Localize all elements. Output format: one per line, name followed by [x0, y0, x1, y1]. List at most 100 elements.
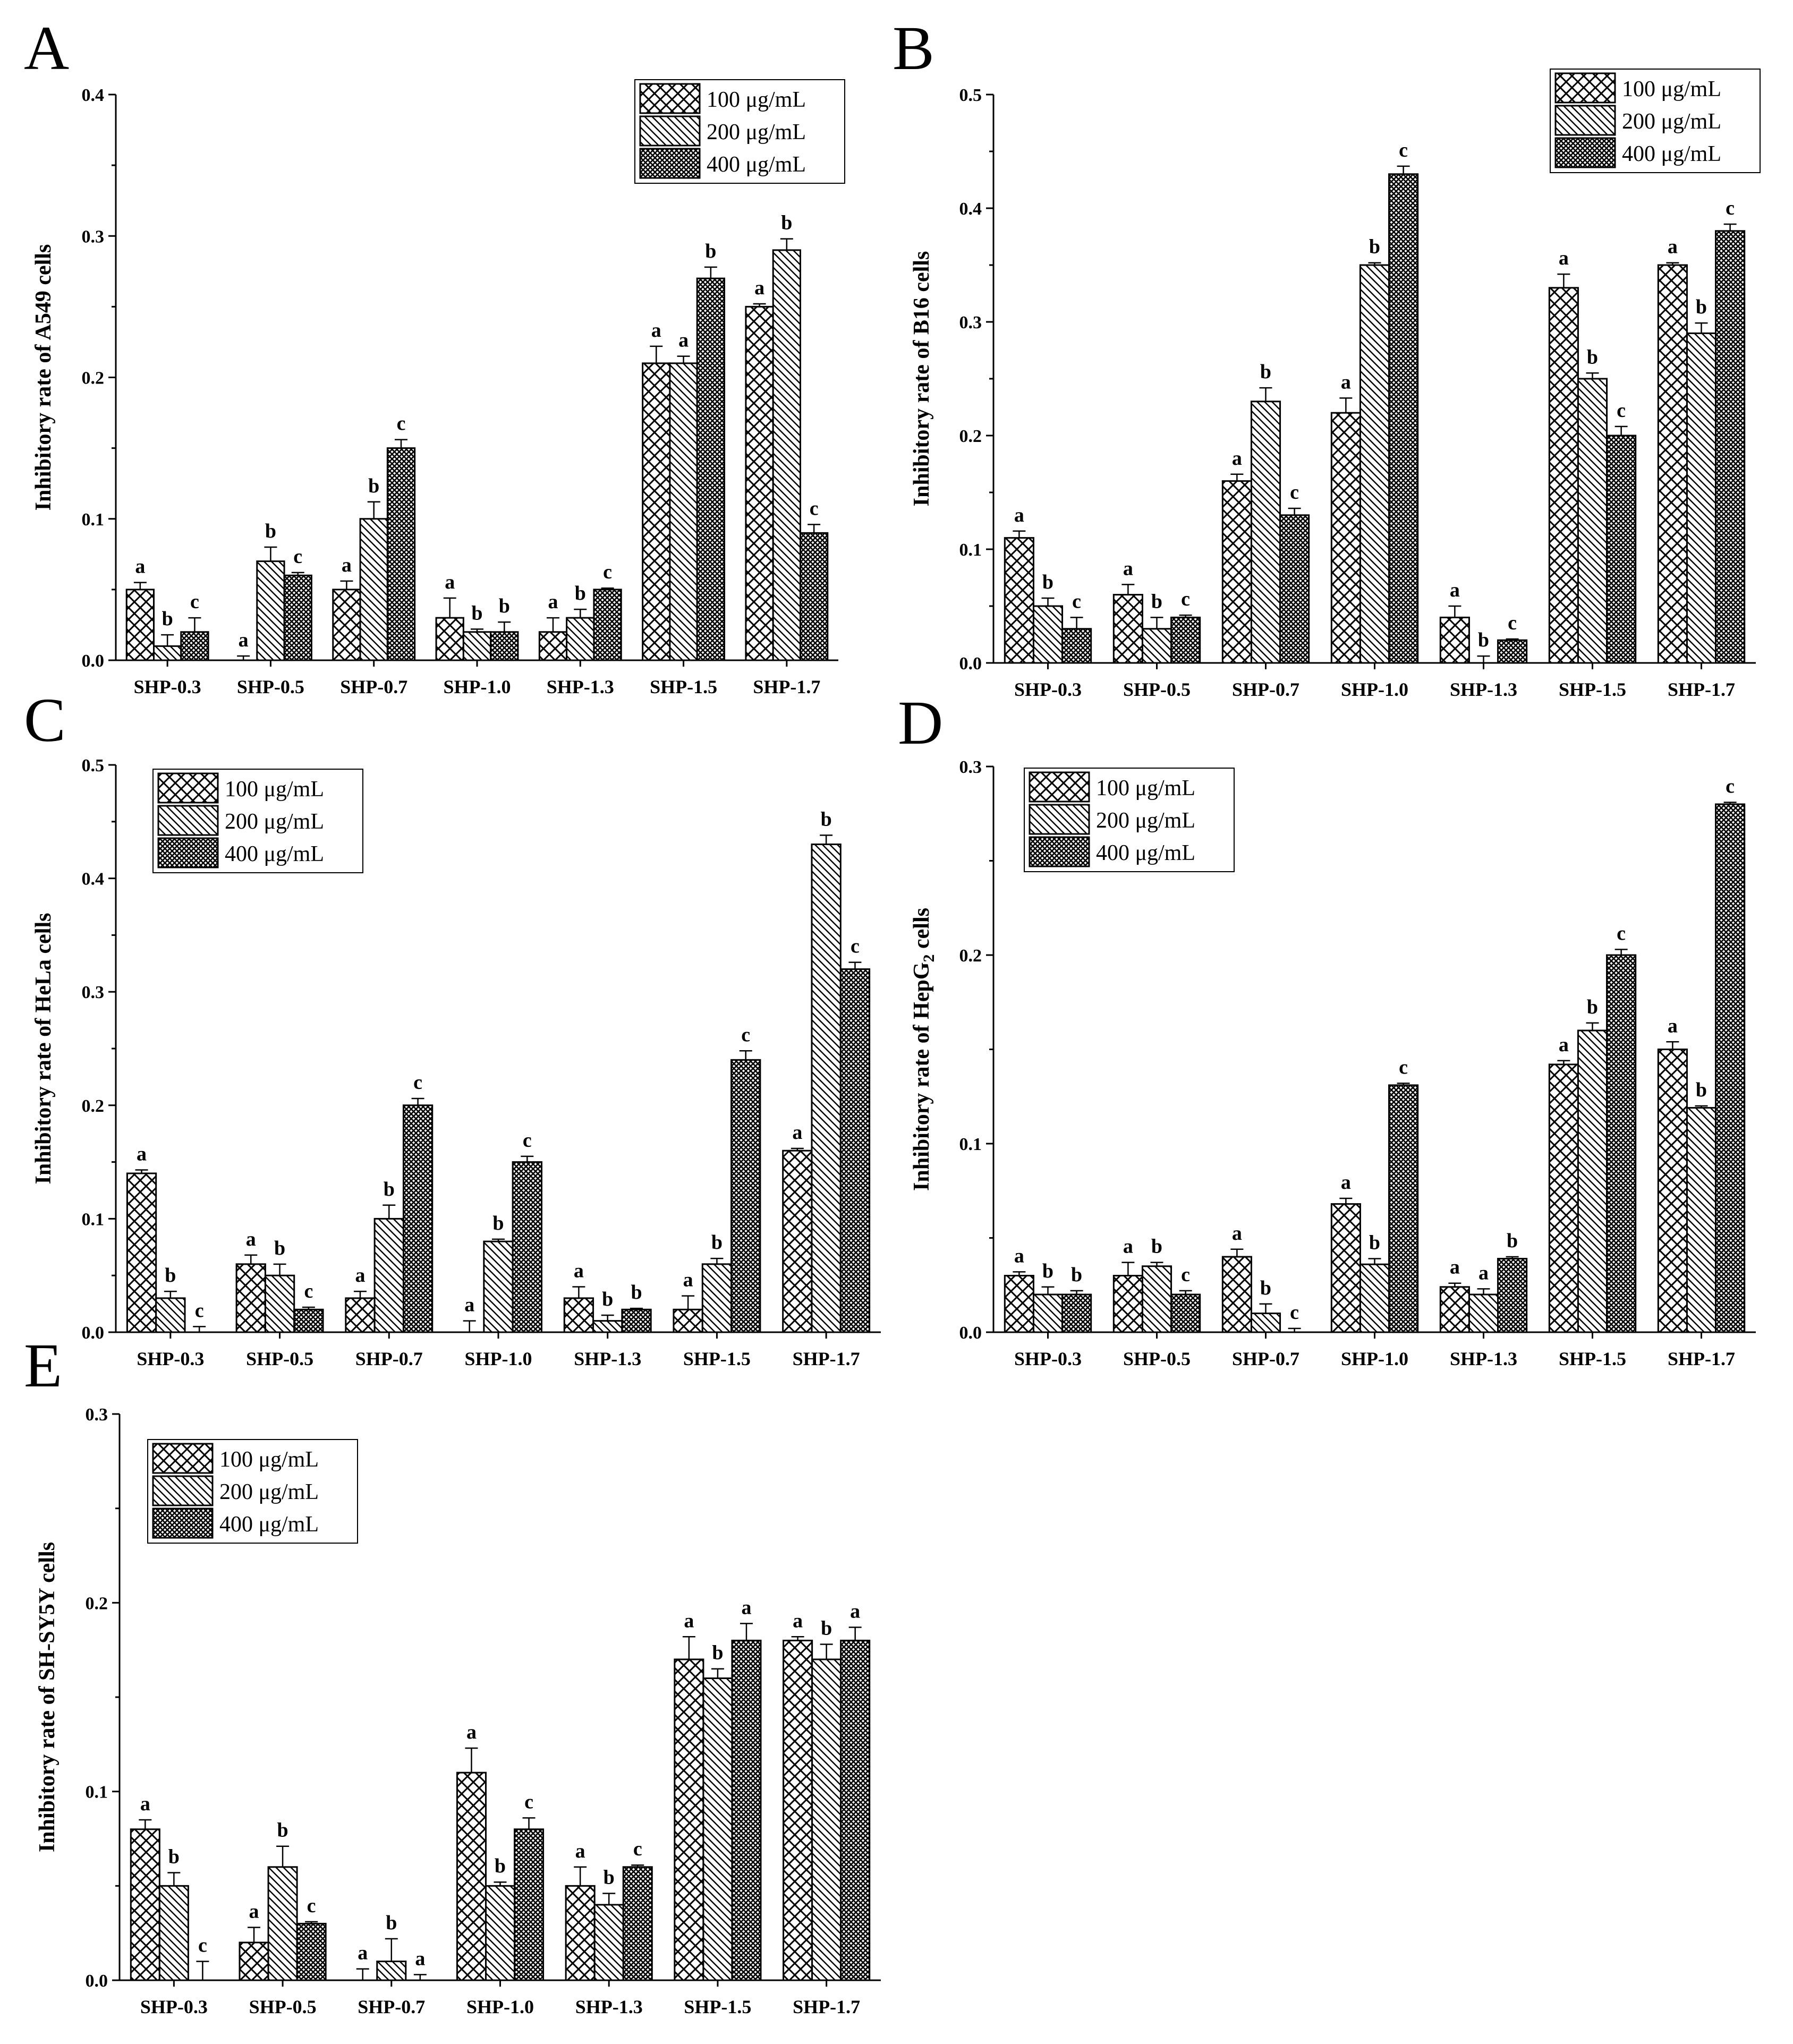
significance-label: a: [1341, 371, 1351, 393]
x-tick-label: SHP-1.7: [1668, 679, 1735, 700]
bar: [256, 560, 285, 661]
significance-label: b: [1260, 1277, 1271, 1299]
legend-swatch: [1554, 105, 1616, 136]
y-tick-label: 0.1: [86, 1783, 108, 1802]
significance-label: c: [397, 413, 406, 435]
x-tick-label: SHP-1.5: [684, 1996, 751, 2017]
bar: [1388, 1084, 1419, 1333]
legend-swatch: [1554, 72, 1616, 104]
x-tick-label: SHP-0.7: [358, 1996, 425, 2017]
significance-label: a: [246, 1228, 256, 1250]
significance-label: c: [1617, 399, 1626, 422]
y-axis-label-text: Inhibitory rate of HeLa cells: [31, 913, 56, 1185]
bar: [125, 589, 155, 661]
y-axis-label: Inhibitory rate of B16 cells: [910, 251, 934, 507]
bar: [1548, 1063, 1579, 1333]
y-tick-label: 0.2: [86, 1594, 108, 1613]
bar: [839, 968, 871, 1333]
significance-label: b: [495, 1855, 506, 1877]
significance-label: c: [524, 1791, 533, 1813]
bar: [1359, 264, 1390, 664]
bar: [642, 362, 671, 661]
significance-label: b: [1507, 1230, 1518, 1252]
significance-label: c: [741, 1024, 750, 1046]
panel-letter: D: [898, 688, 943, 757]
bar: [296, 1922, 327, 1981]
x-tick-label: SHP-0.3: [1014, 1348, 1082, 1369]
x-tick-label: SHP-1.0: [464, 1348, 532, 1369]
bar: [235, 1263, 266, 1333]
significance-label: a: [358, 1942, 368, 1964]
legend-label: 400 μg/mL: [1622, 142, 1721, 166]
significance-label: b: [274, 1237, 285, 1259]
bar: [565, 1885, 596, 1981]
bar: [1686, 1107, 1717, 1333]
significance-label: b: [1696, 296, 1707, 318]
bar: [293, 1308, 324, 1333]
bar: [1497, 639, 1528, 664]
bar: [1141, 1265, 1172, 1333]
bar: [490, 631, 519, 661]
legend-swatch: [152, 1508, 214, 1539]
significance-label: a: [683, 1269, 693, 1291]
significance-label: b: [471, 602, 482, 624]
panel-letter: C: [24, 685, 66, 755]
panel-letter: E: [24, 1331, 62, 1400]
legend: 100 μg/mL 200 μg/mL 400 μg/mL: [147, 1439, 358, 1544]
bar: [1359, 1263, 1390, 1333]
significance-label: c: [851, 935, 860, 958]
bar: [1388, 173, 1419, 664]
bar: [264, 1274, 295, 1333]
bar: [1250, 401, 1281, 664]
significance-label: b: [1260, 361, 1271, 383]
significance-label: c: [810, 497, 819, 519]
significance-label: a: [1478, 1262, 1489, 1284]
y-tick-label: 0.1: [82, 1210, 105, 1229]
x-tick-label: SHP-1.7: [793, 1348, 860, 1369]
bar: [1606, 954, 1637, 1333]
significance-label: c: [293, 546, 302, 568]
legend-swatch: [157, 805, 219, 836]
significance-label: b: [781, 212, 792, 234]
bar: [800, 532, 829, 661]
significance-label: b: [1696, 1079, 1707, 1101]
significance-label: c: [1181, 1264, 1190, 1286]
legend: 100 μg/mL 200 μg/mL 400 μg/mL: [1024, 768, 1235, 872]
bar: [1221, 480, 1252, 664]
bar: [1657, 264, 1688, 664]
bar: [593, 1904, 624, 1981]
significance-label: a: [1559, 1034, 1569, 1056]
y-tick-label: 0.3: [86, 1405, 108, 1425]
significance-label: a: [684, 1609, 694, 1632]
x-tick-label: SHP-0.7: [1232, 679, 1299, 700]
bar: [345, 1297, 376, 1333]
bar: [483, 1240, 514, 1333]
significance-label: b: [165, 1264, 176, 1287]
chart-panel-b: B 0.0 0.1 0.2 0.3 0.4 0.5 Inhibitory rate of B1…: [893, 13, 1761, 700]
x-tick-label: SHP-1.3: [1450, 1348, 1517, 1369]
significance-label: a: [754, 277, 764, 299]
significance-label: b: [821, 1617, 832, 1640]
bar: [386, 447, 416, 661]
bar: [514, 1828, 545, 1981]
y-axis-label: Inhibitory rate of A549 cells: [31, 244, 56, 511]
bar: [1061, 1293, 1092, 1333]
y-tick-label: 0.3: [82, 227, 105, 246]
bar: [1686, 332, 1717, 664]
y-tick-label: 0.4: [959, 199, 982, 219]
significance-label: b: [386, 1912, 397, 1934]
significance-label: a: [342, 554, 352, 576]
bar: [376, 1960, 407, 1981]
y-tick-label: 0.1: [959, 1135, 982, 1154]
x-tick-label: SHP-0.5: [1123, 1348, 1191, 1369]
legend-label: 200 μg/mL: [707, 120, 806, 144]
y-tick-label: 0.2: [82, 369, 105, 388]
significance-label: c: [1399, 1056, 1408, 1078]
bar: [1279, 514, 1310, 664]
bar: [1715, 803, 1746, 1333]
x-tick-label: SHP-1.3: [575, 1996, 643, 2017]
y-axis-label-suffix: cells: [910, 908, 934, 954]
significance-label: a: [651, 319, 661, 342]
bar: [1004, 537, 1034, 664]
